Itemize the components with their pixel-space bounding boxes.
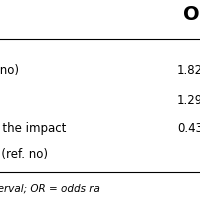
Text: interval; OR = odds ra: interval; OR = odds ra [0,183,99,193]
Text: 1.82: 1.82 [176,64,200,76]
Text: oL (ref. no): oL (ref. no) [0,148,48,160]
Text: on the impact: on the impact [0,122,66,134]
Text: 0.43: 0.43 [176,122,200,134]
Text: O: O [182,5,199,23]
Text: 1.29: 1.29 [176,94,200,106]
Text: rf. no): rf. no) [0,64,19,76]
